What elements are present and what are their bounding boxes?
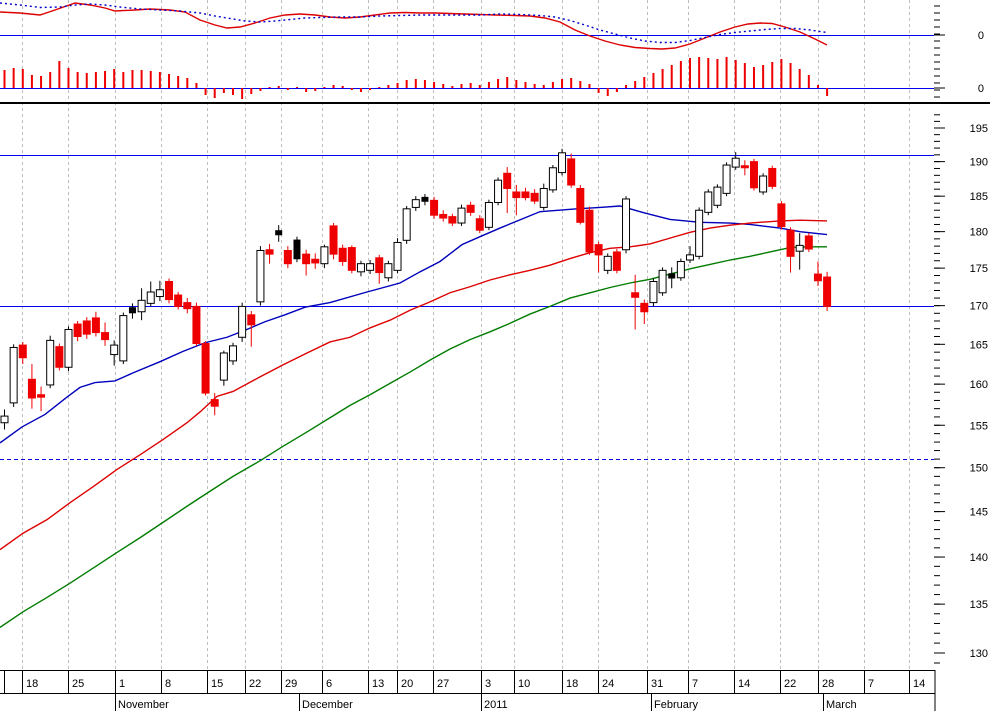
- week-label: 31: [651, 678, 663, 690]
- price-tick-label: 130: [970, 648, 988, 660]
- week-label: 29: [285, 678, 297, 690]
- week-label: 8: [165, 678, 171, 690]
- price-tick-label: 150: [970, 463, 988, 475]
- price-tick-label: 195: [970, 123, 988, 135]
- price-tick-label: 185: [970, 191, 988, 203]
- week-label: 27: [437, 678, 449, 690]
- price-tick-label: 135: [970, 599, 988, 611]
- price-tick-label: 160: [970, 379, 988, 391]
- price-axis: 195 190 185 180 175 170 165 160 155 150 145 140 135 1…: [934, 114, 988, 664]
- ma-fast-blue: [0, 205, 828, 444]
- week-label: 18: [566, 678, 578, 690]
- week-label: 1: [119, 678, 125, 690]
- week-label: 28: [822, 678, 834, 690]
- vertical-gridlines: [22, 0, 910, 670]
- week-label: 14: [738, 678, 750, 690]
- price-tick-label: 180: [970, 227, 988, 239]
- week-label: 7: [868, 678, 874, 690]
- month-label: November: [118, 699, 169, 711]
- price-tick-label: 145: [970, 507, 988, 519]
- week-label: 10: [518, 678, 530, 690]
- signal-line: [0, 2, 828, 44]
- month-label: 2011: [484, 699, 508, 711]
- week-label: 22: [784, 678, 796, 690]
- ma-mid-red: [0, 219, 828, 551]
- price-tick-label: 170: [970, 301, 988, 313]
- week-label: 18: [26, 678, 38, 690]
- week-label: 3: [485, 678, 491, 690]
- indicator-zero-lines: [0, 35, 934, 89]
- week-label: 14: [913, 678, 925, 690]
- time-axis: 18 25 1 8 15 22 29 6 13 20 27 3 10 18 24 31 7 14 22 28 7 14No…: [0, 670, 936, 711]
- week-label: 22: [249, 678, 261, 690]
- support-resistance-lines: [0, 155, 934, 460]
- candlestick-series: [0, 148, 832, 430]
- month-label: February: [654, 699, 699, 711]
- month-label: December: [302, 699, 353, 711]
- price-tick-label: 155: [970, 420, 988, 432]
- week-label: 25: [72, 678, 84, 690]
- macd-line: [0, 2, 828, 50]
- price-tick-label: 175: [970, 263, 988, 275]
- week-label: 6: [326, 678, 332, 690]
- indicator-axis: 00: [934, 5, 984, 98]
- ma-slow-green: [0, 246, 827, 628]
- month-label: March: [826, 699, 857, 711]
- price-tick-label: 140: [970, 552, 988, 564]
- price-tick-label: 190: [970, 157, 988, 169]
- indicator-zero-label: 0: [978, 30, 984, 42]
- week-label: 7: [692, 678, 698, 690]
- week-label: 15: [211, 678, 223, 690]
- price-tick-label: 165: [970, 339, 988, 351]
- macd-histogram: [3, 57, 829, 99]
- week-label: 13: [372, 678, 384, 690]
- week-label: 20: [401, 678, 413, 690]
- week-label: 24: [602, 678, 614, 690]
- indicator-zero-label: 0: [978, 83, 984, 95]
